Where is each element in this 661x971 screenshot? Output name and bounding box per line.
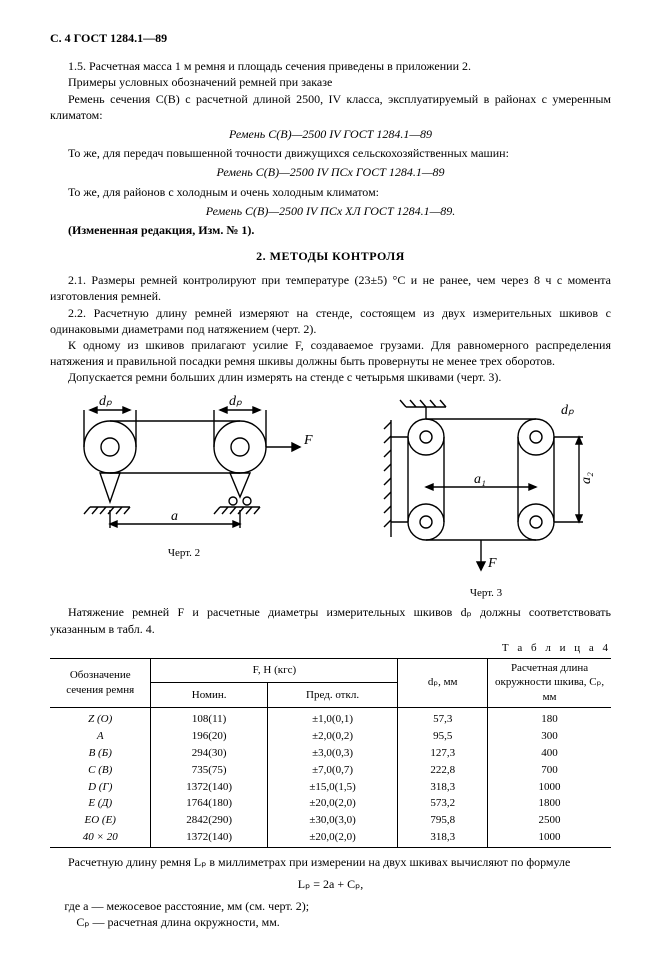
- figure-3-svg: dₚ dₚ a₁ a₂ F: [361, 392, 611, 582]
- cell-nom: 2842(290): [151, 812, 267, 829]
- table-row: Z (O)108(11)±1,0(0,1)57,3180: [50, 708, 611, 728]
- para-changed: (Измененная редакция, Изм. № 1).: [50, 222, 611, 238]
- para-tension: Натяжение ремней F и расчетные диаметры …: [50, 604, 611, 636]
- designation-1: Ремень С(В)—2500 IV ГОСТ 1284.1—89: [50, 126, 611, 142]
- cell-sec: B (Б): [50, 745, 151, 762]
- formula: Lₚ = 2a + Cₚ,: [50, 876, 611, 892]
- table-row: D (Г)1372(140)±15,0(1,5)318,31000: [50, 779, 611, 796]
- cell-sec: C (В): [50, 762, 151, 779]
- cell-sec: D (Г): [50, 779, 151, 796]
- cell-dp: 318,3: [398, 779, 488, 796]
- cell-cp: 1000: [488, 779, 611, 796]
- designation-2: Ремень С(В)—2500 IV ПСх ГОСТ 1284.1—89: [50, 164, 611, 180]
- table-row: B (Б)294(30)±3,0(0,3)127,3400: [50, 745, 611, 762]
- cell-cp: 400: [488, 745, 611, 762]
- cell-dp: 318,3: [398, 829, 488, 847]
- cell-dp: 573,2: [398, 795, 488, 812]
- table-body: Z (O)108(11)±1,0(0,1)57,3180A196(20)±2,0…: [50, 708, 611, 848]
- figures-row: dₚ dₚ F a Черт. 2: [50, 392, 611, 601]
- cell-cp: 180: [488, 708, 611, 728]
- cell-sec: A: [50, 728, 151, 745]
- th-section: Обозначение сечения ремня: [50, 658, 151, 708]
- th-dp: dₚ, мм: [398, 658, 488, 708]
- cell-cp: 300: [488, 728, 611, 745]
- cell-sec: E (Д): [50, 795, 151, 812]
- figure-2-svg: dₚ dₚ F a: [50, 392, 318, 542]
- para-1-5: 1.5. Расчетная масса 1 м ремня и площадь…: [50, 58, 611, 74]
- fig3-a1: a₁: [474, 472, 486, 487]
- cell-cp: 1000: [488, 829, 611, 847]
- cell-dev: ±15,0(1,5): [267, 779, 398, 796]
- table-row: E (Д)1764(180)±20,0(2,0)573,21800: [50, 795, 611, 812]
- cell-dp: 222,8: [398, 762, 488, 779]
- fig3-dp2: dₚ: [561, 403, 574, 418]
- cell-dev: ±20,0(2,0): [267, 829, 398, 847]
- cell-nom: 1764(180): [151, 795, 267, 812]
- para-same2: То же, для районов с холодным и очень хо…: [50, 184, 611, 200]
- cell-dev: ±3,0(0,3): [267, 745, 398, 762]
- para-2-2c: Допускается ремни больших длин измерять …: [50, 369, 611, 385]
- para-examples: Примеры условных обозначений ремней при …: [50, 74, 611, 90]
- fig2-a: a: [171, 509, 178, 524]
- th-cp: Расчетная длина окружности шкива, Cₚ, мм: [488, 658, 611, 708]
- cell-nom: 196(20): [151, 728, 267, 745]
- table-row: A196(20)±2,0(0,2)95,5300: [50, 728, 611, 745]
- fig2-dp2: dₚ: [229, 394, 242, 409]
- section-2-title: 2. МЕТОДЫ КОНТРОЛЯ: [50, 248, 611, 264]
- table-4: Обозначение сечения ремня F, Н (кгс) dₚ,…: [50, 658, 611, 848]
- cell-dp: 95,5: [398, 728, 488, 745]
- cell-cp: 1800: [488, 795, 611, 812]
- para-same1: То же, для передач повышенной точности д…: [50, 145, 611, 161]
- cell-sec: Z (O): [50, 708, 151, 728]
- para-cb: Ремень сечения С(В) с расчетной длиной 2…: [50, 91, 611, 123]
- designation-3: Ремень С(В)—2500 IV ПСх ХЛ ГОСТ 1284.1—8…: [50, 203, 611, 219]
- where-a: где a — межосевое расстояние, мм (см. че…: [50, 898, 611, 914]
- para-2-1: 2.1. Размеры ремней контролируют при тем…: [50, 272, 611, 304]
- page-header: С. 4 ГОСТ 1284.1—89: [50, 30, 611, 46]
- cell-dev: ±20,0(2,0): [267, 795, 398, 812]
- table-row: EO (E)2842(290)±30,0(3,0)795,82500: [50, 812, 611, 829]
- table-caption: Т а б л и ц а 4: [50, 641, 611, 656]
- table-row: 40 × 201372(140)±20,0(2,0)318,31000: [50, 829, 611, 847]
- para-formula-intro: Расчетную длину ремня Lₚ в миллиметрах п…: [50, 854, 611, 870]
- cell-nom: 1372(140): [151, 829, 267, 847]
- th-dev: Пред. откл.: [267, 683, 398, 708]
- cell-nom: 1372(140): [151, 779, 267, 796]
- cell-nom: 108(11): [151, 708, 267, 728]
- page: С. 4 ГОСТ 1284.1—89 1.5. Расчетная масса…: [0, 0, 661, 971]
- fig3-F: F: [487, 556, 497, 571]
- table-row: C (В)735(75)±7,0(0,7)222,8700: [50, 762, 611, 779]
- para-2-2: 2.2. Расчетную длину ремней измеряют на …: [50, 305, 611, 337]
- cell-cp: 700: [488, 762, 611, 779]
- figure-2: dₚ dₚ F a Черт. 2: [50, 392, 318, 561]
- th-F: F, Н (кгс): [151, 658, 398, 683]
- cell-sec: EO (E): [50, 812, 151, 829]
- fig2-dp1: dₚ: [99, 394, 112, 409]
- para-2-2b: К одному из шкивов прилагают усилие F, с…: [50, 337, 611, 369]
- where-defs: где a — межосевое расстояние, мм (см. че…: [50, 898, 611, 930]
- cell-dev: ±2,0(0,2): [267, 728, 398, 745]
- cell-dev: ±30,0(3,0): [267, 812, 398, 829]
- cell-dev: ±1,0(0,1): [267, 708, 398, 728]
- th-nom: Номин.: [151, 683, 267, 708]
- figure-3: dₚ dₚ a₁ a₂ F Черт. 3: [361, 392, 611, 601]
- fig3-a2: a₂: [579, 472, 594, 484]
- cell-dev: ±7,0(0,7): [267, 762, 398, 779]
- figure-3-label: Черт. 3: [470, 586, 502, 601]
- cell-cp: 2500: [488, 812, 611, 829]
- cell-nom: 735(75): [151, 762, 267, 779]
- cell-nom: 294(30): [151, 745, 267, 762]
- cell-dp: 57,3: [398, 708, 488, 728]
- fig2-F: F: [303, 433, 313, 448]
- cell-sec: 40 × 20: [50, 829, 151, 847]
- where-c: Cₚ — расчетная длина окружности, мм.: [50, 914, 611, 930]
- cell-dp: 127,3: [398, 745, 488, 762]
- figure-2-label: Черт. 2: [168, 546, 200, 561]
- cell-dp: 795,8: [398, 812, 488, 829]
